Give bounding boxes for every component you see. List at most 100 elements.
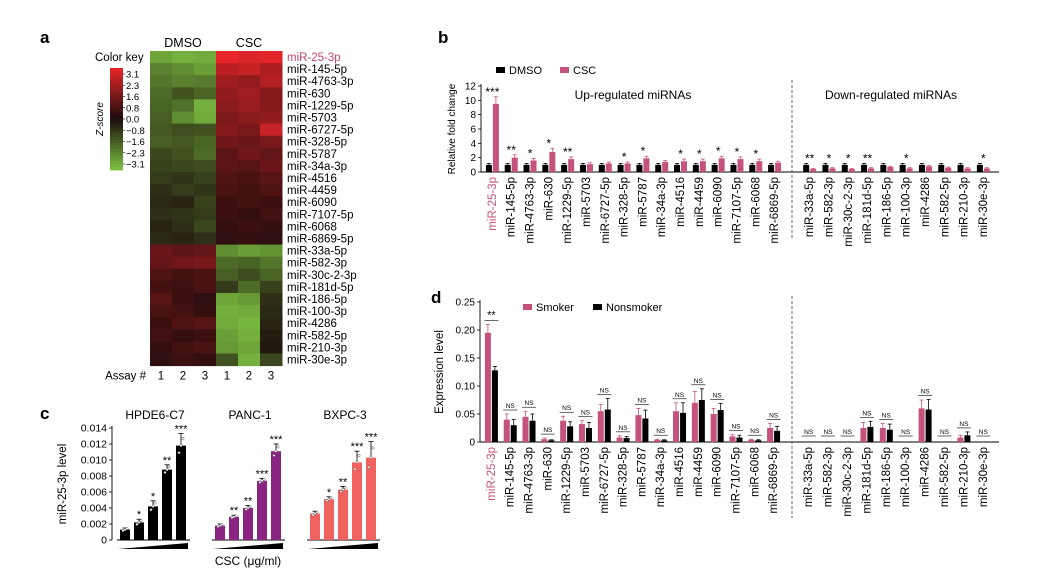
y-tick-label: 0.05 — [456, 410, 476, 421]
significance-marker: * — [753, 147, 758, 161]
heatmap-cell — [194, 111, 217, 125]
heatmap-cell — [216, 256, 239, 270]
assay-number: 1 — [158, 371, 164, 383]
heatmap-cell — [216, 353, 239, 367]
bar-smoker — [578, 424, 585, 442]
bar — [338, 489, 348, 540]
panel-c-bar-chart: 0 0.002 0.004 0.006 0.008 0.010 0.012 0.014 miR-… — [57, 408, 380, 568]
category-label: miR-7107-5p — [731, 177, 743, 243]
bar-csc — [775, 162, 782, 172]
bar — [257, 480, 267, 540]
significance-marker: NS — [543, 427, 553, 434]
category-label: miR-181d-5p — [861, 447, 873, 513]
bar-dmso — [504, 164, 511, 172]
bar-nonsmoker — [755, 440, 762, 442]
category-label: miR-30c-2-3p — [843, 177, 855, 247]
color-key-swatch — [110, 113, 123, 117]
x-axis-label: CSC (μg/ml) — [215, 554, 281, 568]
y-tick-label: 0.25 — [456, 298, 476, 309]
color-key-axis-label: Z-score — [95, 102, 106, 137]
bar-dmso — [938, 164, 945, 172]
category-label: miR-6727-5p — [600, 177, 612, 243]
heatmap-cell — [216, 305, 239, 318]
color-key-swatch — [110, 149, 123, 153]
bar — [271, 451, 281, 540]
y-tick-label: 0 — [101, 535, 107, 547]
heatmap-cell — [150, 135, 173, 149]
heatmap-cell — [260, 305, 283, 318]
significance-marker: NS — [600, 387, 610, 394]
significance-marker: * — [678, 147, 683, 161]
bar-nonsmoker — [698, 400, 705, 442]
significance-marker: *** — [256, 468, 270, 480]
bar-csc — [662, 161, 669, 172]
heatmap-cell — [150, 280, 173, 294]
heatmap-cell — [238, 232, 261, 246]
bar-csc — [868, 168, 875, 172]
category-label: miR-6869-5p — [768, 447, 780, 513]
significance-marker: * — [622, 150, 627, 164]
bar-csc — [887, 166, 894, 172]
heatmap-cell — [238, 329, 261, 342]
legend-swatch-smoker — [523, 304, 532, 310]
heatmap-row-label: miR-6090 — [287, 197, 337, 209]
heatmap-cell — [260, 51, 283, 64]
color-key-tick-label: 1.6 — [126, 92, 139, 103]
category-label: miR-582-5p — [939, 177, 951, 237]
significance-marker: ** — [805, 151, 815, 165]
category-label: miR-1229-5p — [562, 177, 574, 243]
data-point — [135, 522, 139, 526]
color-key-swatch — [110, 137, 123, 141]
data-point — [246, 506, 250, 510]
significance-marker: NS — [694, 378, 704, 385]
data-point — [272, 454, 276, 457]
color-key-swatch — [110, 134, 123, 138]
heatmap-row-label: miR-25-3p — [287, 52, 341, 64]
significance-marker: NS — [581, 410, 591, 417]
bar-csc — [681, 161, 688, 172]
heatmap-row-label: miR-582-5p — [287, 330, 347, 342]
heatmap-cell — [260, 341, 283, 354]
significance-marker: NS — [506, 403, 516, 410]
bar-csc — [906, 168, 913, 172]
color-key-swatch — [110, 92, 123, 96]
heatmap-cell — [150, 220, 173, 233]
bar-csc — [605, 163, 612, 172]
heatmap-cell — [260, 63, 283, 76]
significance-marker: * — [547, 136, 552, 150]
heatmap-cell — [172, 329, 195, 342]
bar-csc — [568, 159, 575, 172]
bar-dmso — [523, 164, 530, 172]
category-label: miR-5787 — [636, 447, 648, 497]
legend-label-nonsmoker: Nonsmoker — [606, 302, 663, 314]
assay-number: 2 — [246, 371, 252, 383]
heatmap-cell — [260, 317, 283, 330]
heatmap-cell — [150, 208, 173, 221]
bar-dmso — [880, 164, 887, 172]
significance-marker: ** — [163, 455, 172, 467]
significance-marker: NS — [525, 400, 535, 407]
bar-dmso — [542, 164, 549, 172]
heatmap-cell — [150, 305, 173, 318]
heatmap-cell — [216, 220, 239, 233]
assay-label: Assay # — [105, 371, 147, 383]
significance-marker: * — [981, 151, 986, 165]
bar-dmso — [617, 164, 624, 172]
bar-csc — [737, 159, 744, 172]
heatmap-row-label: miR-1229-5p — [287, 100, 353, 112]
y-tick-label: 10 — [465, 96, 477, 107]
heatmap-row-label: miR-186-5p — [287, 294, 347, 306]
significance-marker: ** — [339, 476, 348, 488]
heatmap-cell — [194, 184, 217, 197]
heatmap-cell — [216, 317, 239, 330]
category-label: miR-6090 — [712, 447, 724, 497]
heatmap-cell — [150, 293, 173, 306]
heatmap-cell — [194, 135, 217, 149]
heatmap-cell — [194, 305, 217, 318]
heatmap-cell — [216, 244, 239, 258]
legend-label-smoker: Smoker — [536, 302, 574, 314]
heatmap-column-label: DMSO — [164, 36, 202, 50]
bar-nonsmoker — [717, 410, 724, 442]
heatmap-cell — [260, 147, 283, 161]
